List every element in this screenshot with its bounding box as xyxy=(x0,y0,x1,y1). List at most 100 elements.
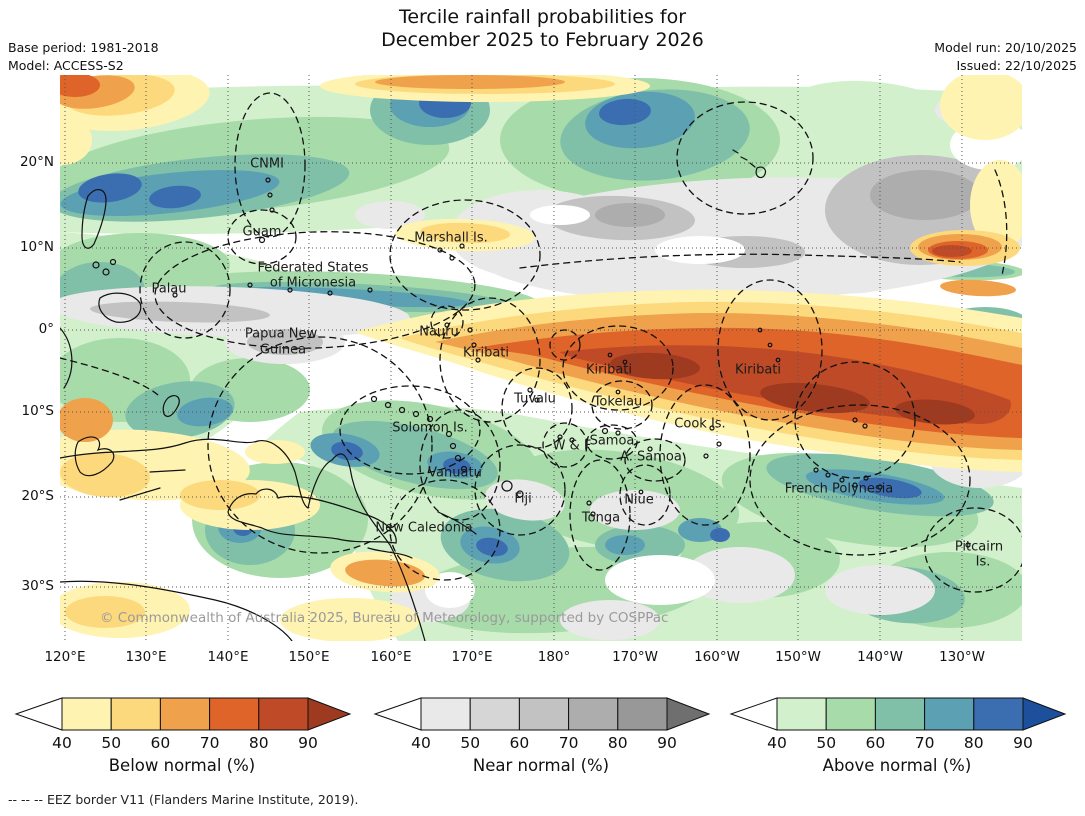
colorbar-segment xyxy=(61,697,112,731)
title-line2: December 2025 to February 2026 xyxy=(381,29,704,51)
x-tick-label: 160°E xyxy=(370,649,412,665)
below-normal-colorbar: 40 50 60 70 80 90 xyxy=(14,697,352,752)
colorbar-segment xyxy=(110,697,161,731)
y-tick-label: 10°S xyxy=(21,403,55,419)
place-label: Guinea xyxy=(260,343,306,358)
above-normal-colorbar: 40 50 60 70 80 90 xyxy=(729,697,1067,752)
colorbar-tick-label: 80 xyxy=(964,734,984,752)
above-normal-label: Above normal (%) xyxy=(822,756,972,775)
y-tick-label: 20°S xyxy=(21,488,55,504)
x-tick-label: 140°W xyxy=(857,649,903,665)
graticule-grid xyxy=(60,75,1022,641)
colorbar-tick-label: 80 xyxy=(249,734,269,752)
place-label: Nauru xyxy=(419,325,459,340)
copyright-watermark: © Commonwealth of Australia 2025, Bureau… xyxy=(100,610,668,626)
colorbar-tick-label: 90 xyxy=(657,734,677,752)
colorbar-segment xyxy=(776,697,827,731)
eez-footnote: -- -- -- EEZ border V11 (Flanders Marine… xyxy=(8,792,359,807)
colorbar-tick-label: 90 xyxy=(1013,734,1033,752)
y-tick-label: 30°S xyxy=(21,578,55,594)
place-label: of Micronesia xyxy=(270,276,356,291)
colorbar-tick-label: 70 xyxy=(559,734,579,752)
place-label: Samoa xyxy=(590,434,635,449)
colorbar-segment xyxy=(307,697,352,731)
colorbar-segment xyxy=(518,697,570,731)
colorbar-segment xyxy=(617,697,668,731)
x-tick-label: 130°E xyxy=(125,649,167,665)
colorbar-segment xyxy=(373,697,422,731)
model-text: Model: ACCESS-S2 xyxy=(8,58,124,73)
x-tick-label: 150°W xyxy=(775,649,821,665)
rainfall-probability-map: © Commonwealth of Australia 2025, Bureau… xyxy=(30,69,1030,642)
colorbar-tick-label: 40 xyxy=(767,734,787,752)
colorbar-segment xyxy=(209,697,260,731)
y-tick-label: 0° xyxy=(38,321,54,337)
x-tick-label: 170°E xyxy=(451,649,493,665)
colorbar-tick-label: 50 xyxy=(816,734,836,752)
place-label: Marshall Is. xyxy=(414,231,488,246)
place-label: Fiji xyxy=(514,492,531,507)
place-label: French Polynesia xyxy=(785,482,894,497)
base-period-text: Base period: 1981-2018 xyxy=(8,40,159,55)
place-label: Solomon Is. xyxy=(392,421,468,436)
colorbar-segment xyxy=(825,697,876,731)
colorbar-tick-label: 60 xyxy=(866,734,886,752)
coastlines xyxy=(59,149,971,642)
colorbar-segment xyxy=(420,697,471,731)
title-line1: Tercile rainfall probabilities for xyxy=(398,6,687,28)
map-canvas: © Commonwealth of Australia 2025, Bureau… xyxy=(30,69,1030,642)
place-label: Is. xyxy=(976,555,991,570)
colorbar-tick-label: 70 xyxy=(200,734,220,752)
colorbar-tick-label: 40 xyxy=(411,734,431,752)
place-label: A. Samoa xyxy=(620,450,682,465)
colorbar-tick-label: 70 xyxy=(915,734,935,752)
y-tick-label: 20°N xyxy=(19,154,54,170)
x-tick-label: 170°W xyxy=(612,649,658,665)
x-tick-label: 160°W xyxy=(694,649,740,665)
legend-below-normal: 40 50 60 70 80 90 Below normal (%) xyxy=(12,694,352,775)
place-label: Kiribati xyxy=(463,346,509,361)
colorbar-tick-label: 90 xyxy=(298,734,318,752)
below-normal-label: Below normal (%) xyxy=(108,756,256,775)
colorbar-segment xyxy=(924,697,975,731)
place-label: Kiribati xyxy=(735,363,781,378)
colorbar-segment xyxy=(874,697,926,731)
place-label: Tokelau xyxy=(593,395,643,410)
place-label: Cook Is. xyxy=(674,417,725,432)
near-normal-colorbar: 40 50 60 70 80 90 xyxy=(373,697,711,752)
place-label: W & F xyxy=(553,439,592,454)
place-label: Vanuatu xyxy=(428,466,482,481)
colorbar-segment xyxy=(469,697,520,731)
place-label: Tonga xyxy=(581,511,620,526)
x-tick-label: 180° xyxy=(537,649,571,665)
place-label: New Caledonia xyxy=(375,521,472,536)
place-label: Niue xyxy=(624,493,654,508)
x-tick-label: 120°E xyxy=(44,649,86,665)
colorbar-segment xyxy=(159,697,211,731)
place-label: Palau xyxy=(151,282,186,297)
place-label: Federated States xyxy=(258,261,369,276)
place-label: Pitcairn xyxy=(955,540,1003,555)
legend-near-normal: 40 50 60 70 80 90 Near normal (%) xyxy=(371,694,711,775)
issued-text: Issued: 22/10/2025 xyxy=(956,58,1078,73)
model-run-text: Model run: 20/10/2025 xyxy=(934,40,1077,55)
x-tick-label: 150°E xyxy=(288,649,330,665)
colorbar-tick-label: 50 xyxy=(101,734,121,752)
x-tick-label: 140°E xyxy=(207,649,249,665)
colorbar-tick-label: 60 xyxy=(510,734,530,752)
place-label: Kiribati xyxy=(586,363,632,378)
place-label: CNMI xyxy=(250,157,284,172)
place-label: Papua New xyxy=(245,327,318,342)
colorbar-segment xyxy=(666,697,711,731)
colorbar-tick-label: 40 xyxy=(52,734,72,752)
legend-above-normal: 40 50 60 70 80 90 Above normal (%) xyxy=(727,694,1067,775)
y-tick-label: 10°N xyxy=(19,239,54,255)
colorbar-segment xyxy=(568,697,619,731)
colorbar-tick-label: 50 xyxy=(460,734,480,752)
below-normal-regions xyxy=(30,69,1030,642)
place-label: Guam xyxy=(243,225,282,240)
near-normal-label: Near normal (%) xyxy=(472,756,610,775)
page-title: Tercile rainfall probabilities for Decem… xyxy=(0,6,1085,52)
